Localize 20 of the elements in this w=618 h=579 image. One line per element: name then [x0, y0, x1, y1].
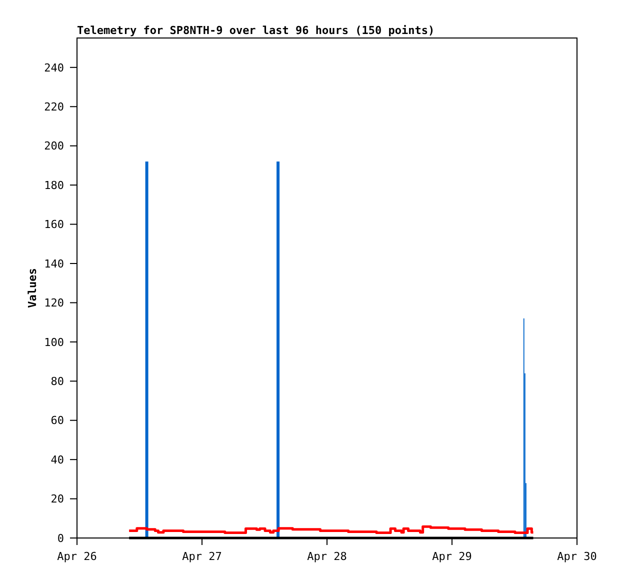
y-tick-label: 80: [50, 374, 64, 388]
y-tick-label: 120: [44, 296, 64, 310]
y-tick-label: 100: [44, 336, 64, 349]
y-axis-title: Values: [26, 268, 39, 308]
y-tick-label: 60: [50, 414, 64, 428]
y-tick-label: 220: [44, 100, 64, 114]
y-tick-label: 0: [57, 532, 64, 545]
y-tick-label: 20: [50, 492, 64, 506]
y-tick-label: 200: [44, 140, 64, 153]
chart-title: Telemetry for SP8NTH-9 over last 96 hours (150 points): [77, 24, 435, 37]
y-tick-label: 40: [50, 453, 64, 466]
x-tick-label: Apr 29: [432, 550, 472, 563]
x-tick-label: Apr 26: [57, 550, 97, 563]
x-tick-label: Apr 28: [307, 550, 347, 563]
y-tick-label: 240: [44, 61, 64, 74]
y-tick-label: 160: [44, 218, 64, 232]
x-tick-label: Apr 27: [182, 550, 222, 563]
y-tick-label: 180: [44, 178, 64, 192]
y-tick-label: 140: [44, 257, 64, 270]
x-tick-label: Apr 30: [557, 550, 597, 563]
